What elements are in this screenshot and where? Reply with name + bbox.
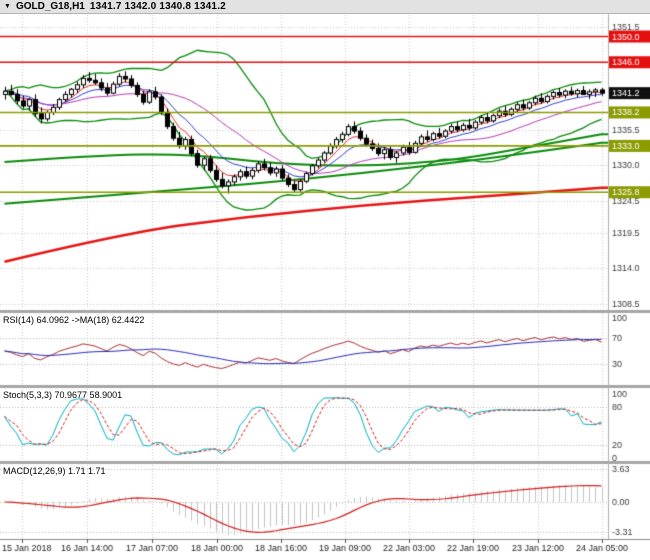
macd-indicator-header: MACD(12,26,9) 1.71 1.71 [3, 466, 106, 476]
symbol-label: GOLD_G18,H1 [15, 1, 85, 12]
chart-titlebar: ▼ GOLD_G18,H1 1341.7 1342.0 1340.8 1341.… [0, 0, 650, 14]
rsi-indicator-header: RSI(14) 64.0962 ->MA(18) 62.4422 [3, 315, 145, 325]
ohlc-values: 1341.7 1342.0 1340.8 1341.2 [89, 1, 226, 12]
stochastic-indicator-header: Stoch(5,3,3) 70.9677 58.9001 [3, 390, 123, 400]
symbol-dropdown-icon[interactable]: ▼ [4, 3, 11, 10]
